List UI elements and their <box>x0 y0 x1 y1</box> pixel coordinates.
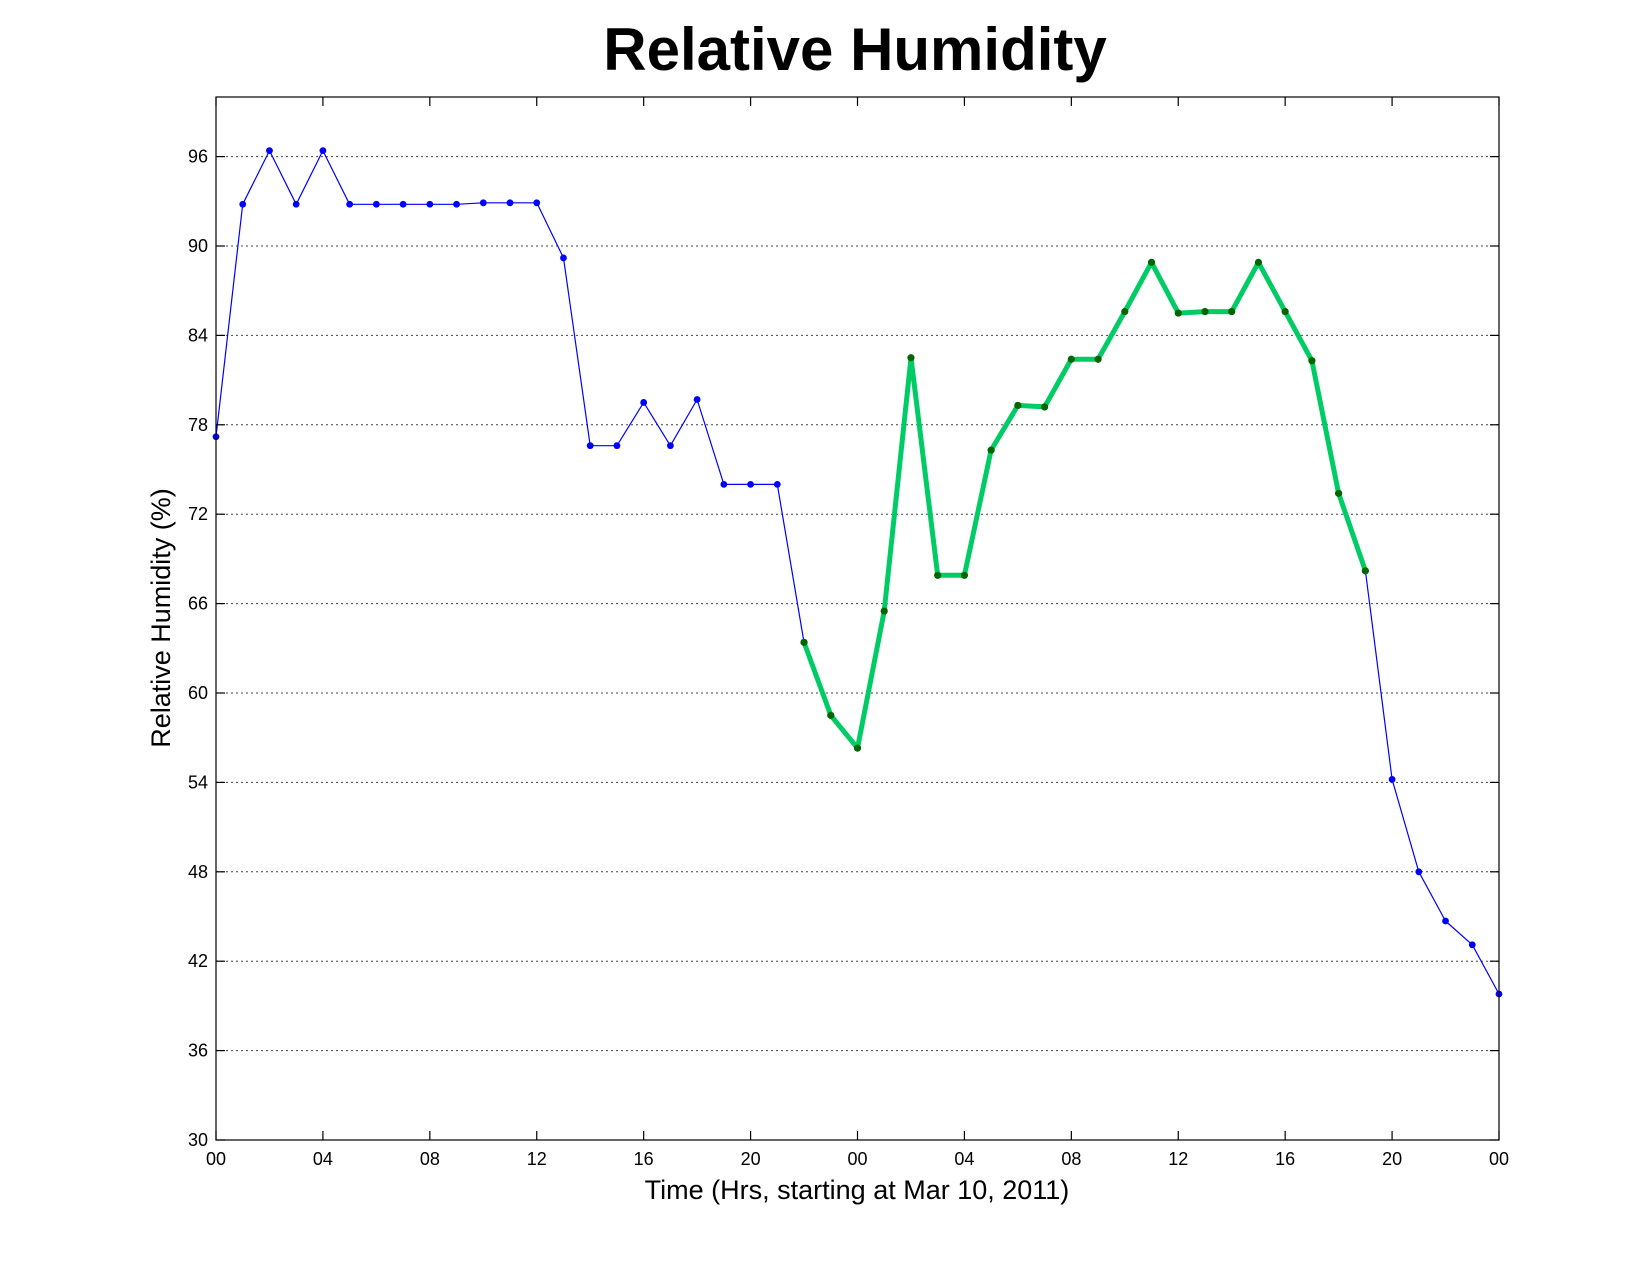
data-point <box>1254 258 1263 266</box>
data-point <box>1014 401 1022 410</box>
data-point <box>987 446 995 454</box>
y-axis-label: Relative Humidity (%) <box>146 488 176 748</box>
data-point <box>453 200 460 208</box>
data-point <box>1361 567 1369 575</box>
x-tick-label: 16 <box>634 1149 654 1169</box>
data-point <box>720 481 728 488</box>
y-tick-label: 96 <box>188 147 208 167</box>
x-tick-label: 00 <box>1489 1149 1509 1169</box>
data-point <box>1281 307 1289 316</box>
data-point <box>1174 309 1182 317</box>
x-tick-label: 20 <box>741 1149 761 1169</box>
data-point <box>239 200 247 208</box>
data-point <box>1388 776 1396 783</box>
data-point <box>1041 403 1049 411</box>
data-point <box>666 442 674 450</box>
y-tick-label: 54 <box>188 772 208 792</box>
data-point <box>907 354 915 362</box>
y-tick-label: 30 <box>188 1130 208 1150</box>
y-tick-label: 90 <box>188 236 208 256</box>
series-line <box>801 259 1368 751</box>
data-point <box>1442 917 1449 925</box>
data-point <box>1147 258 1156 266</box>
data-point <box>1415 868 1423 876</box>
ticks-layer: 30 36 42 48 54 60 66 72 78 84 90 96 00 04 08 12 16 20 00 04… <box>188 97 1509 1169</box>
data-point <box>827 711 835 719</box>
series-line <box>215 150 1500 995</box>
y-tick-label: 42 <box>188 951 208 971</box>
chart-title: Relative Humidity <box>603 16 1107 83</box>
y-tick-label: 60 <box>188 683 208 703</box>
data-point <box>372 200 380 208</box>
data-point <box>292 200 300 208</box>
x-tick-label: 08 <box>420 1149 440 1169</box>
data-point <box>773 481 781 488</box>
series-layer <box>212 147 1503 998</box>
data-point <box>319 147 327 155</box>
data-point <box>586 442 594 450</box>
x-tick-label: 04 <box>313 1149 333 1169</box>
data-point <box>960 571 969 579</box>
y-tick-label: 84 <box>188 325 208 345</box>
x-tick-label: 12 <box>527 1149 547 1169</box>
data-point <box>1468 941 1476 949</box>
series-highlighted-segment <box>800 258 1369 752</box>
y-tick-label: 36 <box>188 1041 208 1061</box>
y-tick-label: 48 <box>188 862 208 882</box>
x-tick-label: 08 <box>1061 1149 1081 1169</box>
data-point <box>880 607 888 615</box>
series-full-record <box>212 147 1503 998</box>
data-point <box>479 199 487 207</box>
x-tick-label: 04 <box>954 1149 974 1169</box>
data-point <box>399 200 407 208</box>
plot-frame <box>215 96 1500 1141</box>
y-tick-label: 78 <box>188 415 208 435</box>
data-point <box>934 571 942 579</box>
x-tick-label: 00 <box>206 1149 226 1169</box>
y-tick-label: 72 <box>188 504 208 524</box>
data-point <box>1308 357 1316 365</box>
data-point <box>747 481 754 488</box>
x-tick-label: 16 <box>1275 1149 1295 1169</box>
y-tick-label: 66 <box>188 594 208 614</box>
data-point <box>853 744 862 752</box>
data-point <box>1067 355 1075 363</box>
data-point <box>506 199 514 207</box>
data-point <box>346 200 354 208</box>
data-point <box>266 147 273 155</box>
data-point <box>800 638 808 646</box>
x-tick-label: 12 <box>1168 1149 1188 1169</box>
data-point <box>426 200 434 208</box>
x-tick-label: 00 <box>847 1149 867 1169</box>
data-point <box>1228 307 1236 316</box>
x-axis-label: Time (Hrs, starting at Mar 10, 2011) <box>645 1175 1070 1205</box>
x-tick-label: 20 <box>1382 1149 1402 1169</box>
data-point <box>613 442 621 450</box>
data-point <box>533 199 541 207</box>
data-point <box>560 254 567 262</box>
data-point <box>693 396 701 403</box>
data-point <box>1094 355 1102 363</box>
data-point <box>640 399 648 406</box>
data-point <box>1121 307 1129 316</box>
grid-layer <box>216 156 1499 1052</box>
data-point <box>1335 489 1343 497</box>
data-point <box>1201 307 1209 316</box>
